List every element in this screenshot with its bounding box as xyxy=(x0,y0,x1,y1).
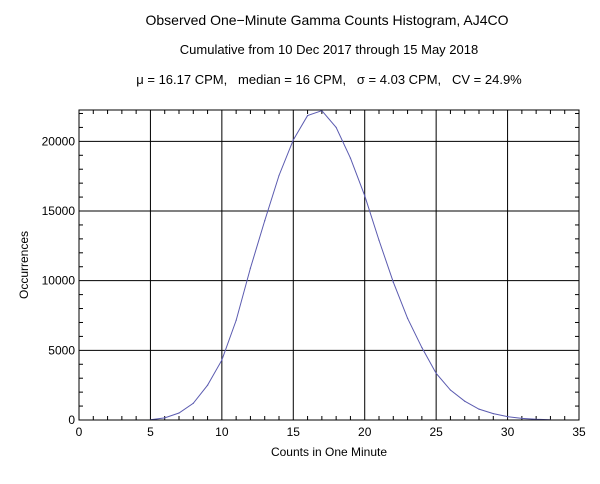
x-tick-label: 15 xyxy=(287,425,301,439)
x-axis-label: Counts in One Minute xyxy=(271,445,387,459)
data-point xyxy=(478,408,480,410)
data-point xyxy=(278,174,280,177)
x-tick-label: 0 xyxy=(76,425,83,439)
y-tick-label: 5000 xyxy=(48,343,75,357)
plot-frame xyxy=(78,109,580,421)
data-point xyxy=(335,126,337,129)
x-tick-label: 5 xyxy=(147,425,154,439)
data-point xyxy=(464,400,466,402)
data-point xyxy=(235,319,237,321)
y-tick-label: 15000 xyxy=(42,204,76,218)
x-tick-label: 10 xyxy=(215,425,229,439)
y-tick-label: 10000 xyxy=(42,274,76,288)
data-point xyxy=(264,220,266,222)
data-point xyxy=(449,389,452,391)
x-tick-label: 25 xyxy=(429,425,443,439)
data-point xyxy=(392,281,394,283)
data-point xyxy=(292,139,294,141)
data-point xyxy=(521,417,523,419)
data-point xyxy=(406,317,409,319)
data-point xyxy=(364,195,366,197)
data-point xyxy=(206,384,209,386)
data-point xyxy=(421,346,423,349)
data-point xyxy=(349,157,352,159)
data-point xyxy=(178,412,180,414)
data-point xyxy=(378,239,380,241)
y-tick-label: 0 xyxy=(68,413,75,427)
chart-stats: μ = 16.17 CPM, median = 16 CPM, σ = 4.03… xyxy=(136,72,522,87)
x-tick-label: 30 xyxy=(501,425,515,439)
chart-subtitle: Cumulative from 10 Dec 2017 through 15 M… xyxy=(180,42,478,57)
data-point xyxy=(506,416,509,418)
data-point xyxy=(221,359,223,361)
series-line xyxy=(150,110,551,421)
data-point xyxy=(164,417,166,419)
data-point xyxy=(435,372,437,374)
data-point xyxy=(492,412,494,415)
x-tick-label: 35 xyxy=(572,425,586,439)
x-tick-label: 20 xyxy=(358,425,372,439)
data-point xyxy=(192,402,194,404)
y-axis-label: Occurrences xyxy=(17,231,31,299)
y-tick-label: 20000 xyxy=(42,134,76,148)
data-point xyxy=(249,267,252,269)
chart-title: Observed One−Minute Gamma Counts Histogr… xyxy=(146,12,509,28)
data-point xyxy=(306,114,309,117)
